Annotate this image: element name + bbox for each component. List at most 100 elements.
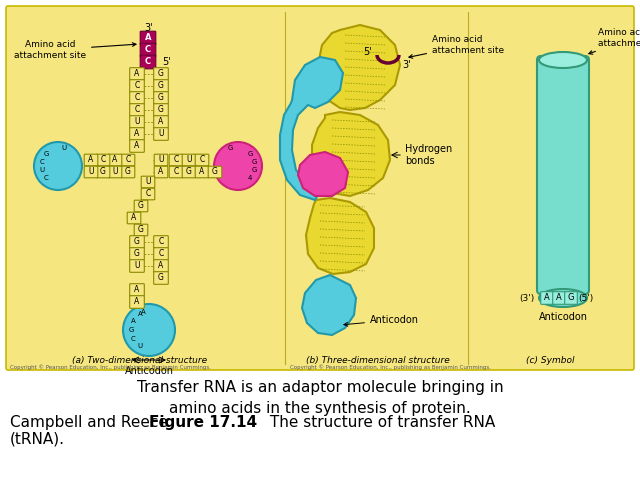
FancyBboxPatch shape	[134, 200, 148, 212]
Text: G: G	[568, 293, 574, 302]
FancyBboxPatch shape	[130, 260, 144, 272]
Polygon shape	[312, 112, 390, 196]
Text: C: C	[158, 238, 164, 247]
Text: A: A	[88, 156, 93, 165]
FancyBboxPatch shape	[121, 154, 135, 166]
Circle shape	[214, 142, 262, 190]
FancyBboxPatch shape	[130, 116, 144, 128]
Ellipse shape	[539, 289, 587, 307]
FancyBboxPatch shape	[84, 154, 98, 166]
FancyBboxPatch shape	[195, 166, 209, 178]
Text: Copyright © Pearson Education, Inc., publishing as Benjamin Cummings.: Copyright © Pearson Education, Inc., pub…	[290, 364, 491, 370]
FancyBboxPatch shape	[108, 154, 122, 166]
FancyBboxPatch shape	[182, 166, 196, 178]
Text: C: C	[131, 336, 136, 342]
Text: U: U	[134, 262, 140, 271]
Text: U: U	[145, 178, 151, 187]
Text: U: U	[134, 118, 140, 127]
FancyBboxPatch shape	[154, 260, 168, 272]
Text: U: U	[138, 343, 143, 348]
Text: G: G	[138, 202, 144, 211]
FancyBboxPatch shape	[130, 128, 144, 140]
Text: 3': 3'	[402, 60, 411, 70]
Text: A: A	[134, 298, 140, 307]
FancyBboxPatch shape	[154, 80, 168, 92]
Ellipse shape	[539, 52, 587, 68]
Text: (b) Three-dimensional structure: (b) Three-dimensional structure	[306, 356, 450, 365]
FancyBboxPatch shape	[564, 292, 577, 304]
Text: C: C	[158, 250, 164, 259]
Circle shape	[34, 142, 82, 190]
FancyBboxPatch shape	[169, 166, 183, 178]
FancyBboxPatch shape	[130, 92, 144, 104]
FancyBboxPatch shape	[154, 154, 168, 166]
Text: G: G	[158, 106, 164, 115]
Text: C: C	[145, 190, 150, 199]
Text: G: G	[100, 168, 106, 177]
FancyBboxPatch shape	[154, 272, 168, 284]
Text: U: U	[61, 145, 67, 151]
Text: G: G	[247, 151, 253, 157]
Text: A: A	[134, 286, 140, 295]
FancyBboxPatch shape	[169, 154, 183, 166]
Text: Copyright © Pearson Education, Inc., publishing as Benjamin Cummings.: Copyright © Pearson Education, Inc., pub…	[10, 364, 211, 370]
Text: C: C	[134, 94, 140, 103]
FancyBboxPatch shape	[140, 43, 156, 57]
Text: G: G	[128, 327, 134, 333]
Text: G: G	[44, 151, 49, 157]
Text: C: C	[134, 82, 140, 91]
FancyBboxPatch shape	[154, 116, 168, 128]
Text: 4: 4	[248, 175, 252, 181]
Text: G: G	[158, 82, 164, 91]
Text: C: C	[145, 58, 151, 67]
FancyBboxPatch shape	[134, 224, 148, 236]
Text: C: C	[173, 168, 179, 177]
Text: 3': 3'	[145, 23, 154, 33]
Text: G: G	[138, 226, 144, 235]
Text: A: A	[134, 142, 140, 151]
Text: U: U	[158, 156, 164, 165]
FancyBboxPatch shape	[141, 188, 155, 200]
FancyBboxPatch shape	[121, 166, 135, 178]
Text: G: G	[186, 168, 192, 177]
Circle shape	[123, 304, 175, 356]
Text: The structure of transfer RNA: The structure of transfer RNA	[265, 415, 495, 430]
Text: A: A	[158, 168, 164, 177]
Text: A: A	[131, 318, 136, 324]
Text: A: A	[544, 293, 550, 302]
Text: G: G	[212, 168, 218, 177]
FancyBboxPatch shape	[84, 166, 98, 178]
FancyBboxPatch shape	[130, 140, 144, 152]
FancyBboxPatch shape	[127, 212, 141, 224]
FancyBboxPatch shape	[96, 154, 110, 166]
FancyBboxPatch shape	[154, 68, 168, 80]
FancyBboxPatch shape	[182, 154, 196, 166]
Text: C: C	[100, 156, 106, 165]
Text: (5'): (5')	[578, 293, 593, 302]
Text: 5': 5'	[162, 57, 171, 67]
FancyBboxPatch shape	[140, 31, 156, 45]
Text: U: U	[88, 168, 93, 177]
Text: A: A	[138, 312, 142, 317]
Text: G: G	[252, 158, 257, 165]
FancyBboxPatch shape	[130, 80, 144, 92]
FancyBboxPatch shape	[96, 166, 110, 178]
Text: G: G	[252, 168, 257, 173]
FancyBboxPatch shape	[195, 154, 209, 166]
FancyBboxPatch shape	[130, 68, 144, 80]
Text: Anticodon: Anticodon	[344, 315, 419, 326]
Text: U: U	[158, 130, 164, 139]
Text: A: A	[145, 34, 151, 43]
Text: G: G	[125, 168, 131, 177]
FancyBboxPatch shape	[6, 6, 634, 370]
FancyBboxPatch shape	[130, 296, 144, 308]
Text: Amino acid
attachment site: Amino acid attachment site	[14, 40, 136, 60]
Polygon shape	[318, 25, 400, 110]
Polygon shape	[280, 57, 343, 200]
Text: G: G	[158, 70, 164, 79]
Text: Figure 17.14: Figure 17.14	[149, 415, 257, 430]
Polygon shape	[306, 198, 374, 274]
Text: Amino acid
attachment site: Amino acid attachment site	[589, 28, 640, 54]
FancyBboxPatch shape	[541, 292, 554, 304]
Text: (3'): (3')	[519, 293, 534, 302]
